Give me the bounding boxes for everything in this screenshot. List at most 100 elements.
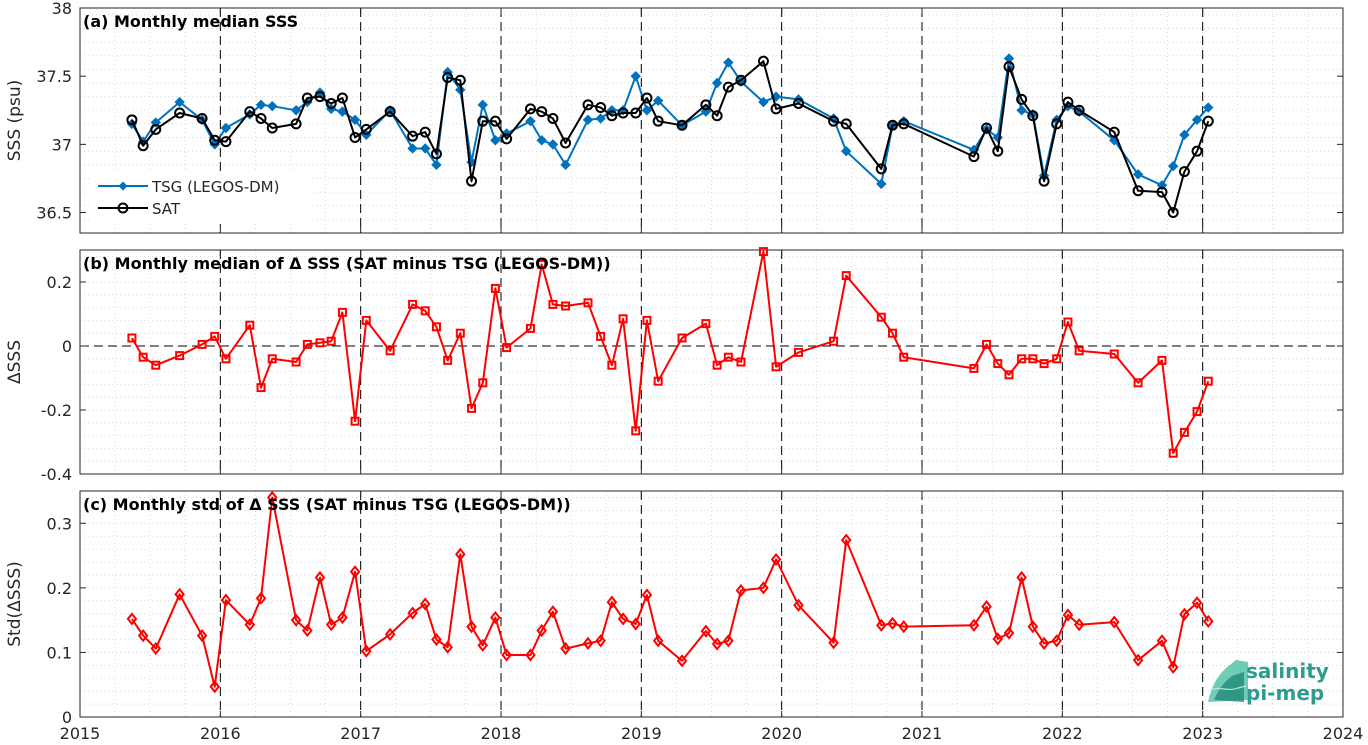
- data-point: [407, 130, 419, 142]
- data-point: [1108, 615, 1120, 629]
- data-point: [127, 333, 137, 343]
- data-point: [630, 107, 642, 119]
- data-point: [841, 271, 851, 281]
- data-point: [723, 634, 734, 648]
- data-point: [1156, 634, 1168, 648]
- series-line: [130, 60, 1210, 214]
- data-point: [408, 299, 418, 309]
- data-point: [1063, 317, 1073, 327]
- data-point: [560, 137, 572, 149]
- data-point: [315, 338, 325, 348]
- data-point: [1191, 114, 1203, 126]
- data-point: [349, 132, 361, 144]
- data-point: [969, 363, 979, 373]
- data-point: [290, 105, 302, 116]
- data-point: [314, 91, 326, 103]
- y-tick-label: 0: [62, 708, 72, 727]
- data-point: [536, 106, 548, 118]
- data-point: [301, 92, 313, 104]
- data-point: [455, 328, 465, 338]
- y-tick-label: 37: [52, 135, 72, 154]
- data-point: [1202, 115, 1214, 127]
- data-point: [431, 322, 441, 332]
- data-point: [876, 618, 887, 632]
- data-point: [968, 618, 980, 632]
- data-point: [1017, 354, 1027, 364]
- data-point: [887, 616, 898, 630]
- data-point: [596, 331, 606, 341]
- data-point: [1202, 614, 1214, 629]
- data-point: [302, 623, 313, 638]
- data-point: [151, 360, 161, 370]
- data-point: [1108, 126, 1120, 138]
- data-point: [595, 113, 606, 124]
- data-point: [350, 416, 360, 426]
- data-point: [641, 92, 653, 104]
- data-point: [981, 599, 992, 614]
- data-point: [1191, 145, 1203, 157]
- data-point: [220, 122, 232, 134]
- data-point: [501, 133, 513, 145]
- data-point: [735, 74, 747, 86]
- data-point: [617, 612, 629, 626]
- data-point: [196, 629, 208, 643]
- axes-box: [79, 249, 1344, 475]
- data-point: [502, 343, 512, 353]
- legend: TSG (LEGOS-DM) SAT: [90, 172, 312, 224]
- data-point: [325, 97, 337, 109]
- data-point: [478, 378, 488, 388]
- data-point: [326, 336, 336, 346]
- data-point: [1132, 169, 1144, 180]
- data-point: [631, 426, 641, 436]
- data-point: [1203, 102, 1214, 113]
- data-point: [735, 583, 747, 598]
- data-point: [466, 619, 477, 634]
- data-point: [548, 299, 558, 309]
- data-point: [652, 115, 664, 127]
- data-point: [210, 331, 220, 341]
- panel-title: (c) Monthly std of Δ SSS (SAT minus TSG …: [83, 495, 571, 514]
- data-point: [1073, 104, 1085, 116]
- panel-title: (a) Monthly median SSS: [83, 12, 298, 31]
- data-point: [642, 315, 652, 325]
- data-point: [876, 312, 886, 322]
- data-point: [302, 339, 312, 349]
- data-point: [1028, 354, 1038, 364]
- data-point: [1016, 93, 1028, 105]
- data-point: [898, 619, 910, 634]
- data-point: [209, 134, 221, 146]
- data-point: [420, 143, 431, 154]
- data-point: [244, 106, 256, 118]
- data-point: [794, 347, 804, 357]
- data-point: [829, 336, 839, 346]
- data-point: [1192, 407, 1202, 417]
- data-point: [337, 307, 347, 317]
- data-point: [138, 352, 148, 362]
- x-tick-label: 2021: [902, 724, 943, 743]
- data-point: [267, 354, 277, 364]
- data-point: [221, 354, 231, 364]
- data-point: [981, 122, 993, 134]
- data-point: [360, 644, 372, 658]
- data-point: [385, 346, 395, 356]
- data-point: [630, 617, 642, 631]
- data-point: [583, 298, 593, 308]
- y-tick-label: 0: [62, 337, 72, 356]
- data-point: [524, 103, 536, 115]
- data-point: [1062, 96, 1074, 108]
- data-point: [723, 352, 733, 362]
- data-point: [1039, 359, 1049, 369]
- data-point: [443, 355, 453, 365]
- data-point: [537, 259, 547, 269]
- data-point: [676, 654, 688, 668]
- data-point: [1003, 626, 1015, 640]
- data-point: [267, 100, 278, 112]
- x-tick-label: 2016: [200, 724, 241, 743]
- data-point: [641, 105, 653, 116]
- data-point: [828, 115, 840, 127]
- data-point: [477, 638, 489, 652]
- y-axis-label: SSS (psu): [5, 80, 25, 161]
- data-point: [888, 328, 898, 338]
- data-point: [1109, 349, 1119, 359]
- data-point: [641, 588, 653, 602]
